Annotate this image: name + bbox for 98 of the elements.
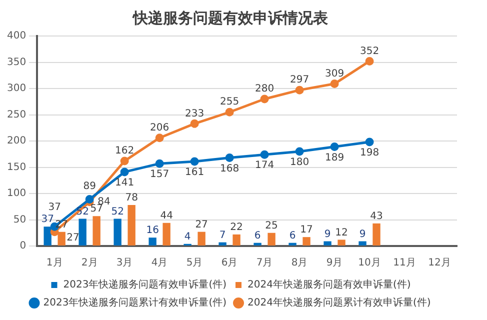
- x-tick-label: 12月: [428, 258, 451, 269]
- data-label: 17: [300, 224, 313, 236]
- bar: [358, 241, 366, 246]
- data-label: 43: [370, 211, 383, 222]
- y-tick-label: 250: [6, 109, 26, 120]
- y-tick-label: 300: [6, 83, 26, 94]
- data-label: 89: [83, 180, 96, 192]
- chart-title: 快递服务问题有效申诉情况表: [132, 8, 329, 27]
- data-label: 6: [254, 230, 261, 242]
- data-label: 37: [41, 214, 54, 226]
- y-tick-label: 100: [6, 188, 26, 200]
- x-tick-label: 10月: [358, 258, 381, 269]
- x-tick-label: 4月: [151, 258, 168, 269]
- bar: [114, 218, 122, 246]
- x-tick-label: 1月: [46, 258, 63, 269]
- point: [330, 142, 339, 152]
- y-tick-label: 350: [6, 56, 26, 68]
- x-tick-label: 7月: [256, 258, 273, 269]
- bar: [78, 218, 86, 246]
- data-label: 174: [254, 160, 274, 172]
- data-label: 141: [115, 178, 134, 189]
- point: [365, 138, 374, 146]
- point: [225, 108, 234, 116]
- point: [120, 168, 129, 176]
- point: [85, 195, 94, 204]
- bar: [268, 232, 276, 246]
- point: [190, 157, 199, 166]
- bar: [324, 241, 332, 246]
- data-label: 352: [360, 46, 380, 57]
- bar: [338, 240, 346, 246]
- data-label: 233: [185, 108, 204, 120]
- y-tick-label: 150: [6, 162, 26, 173]
- bar: [232, 234, 240, 246]
- data-label: 255: [220, 96, 240, 108]
- data-label: 9: [324, 228, 331, 240]
- bar: [372, 223, 380, 246]
- data-label: 25: [265, 220, 278, 232]
- bar: [218, 242, 226, 246]
- x-tick-label: 9月: [326, 258, 343, 269]
- data-label: 168: [220, 163, 240, 174]
- x-tick-label: 11月: [393, 258, 416, 269]
- data-label: 57: [90, 204, 103, 215]
- point: [260, 94, 269, 104]
- data-label: 297: [290, 74, 310, 86]
- y-tick-label: 50: [13, 214, 26, 226]
- data-label: 162: [115, 146, 134, 157]
- data-label: 27: [66, 232, 80, 244]
- data-label: 280: [254, 84, 274, 95]
- bar: [254, 242, 262, 246]
- point: [330, 80, 339, 88]
- data-label: 198: [360, 148, 380, 159]
- data-label: 16: [146, 225, 159, 236]
- x-tick-label: 8月: [291, 258, 308, 269]
- legend-label: 2023年快递服务问题有效申诉量(件): [63, 278, 227, 291]
- legend-label: 2024年快递服务问题累计有效申诉量(件): [248, 296, 431, 309]
- bar: [92, 216, 100, 246]
- x-tick-label: 6月: [221, 258, 238, 269]
- data-label: 9: [359, 228, 366, 240]
- data-label: 52: [111, 206, 124, 218]
- bar: [198, 232, 206, 246]
- x-tick-label: 3月: [116, 258, 133, 269]
- bar: [302, 237, 310, 246]
- data-label: 4: [184, 231, 191, 242]
- bar: [128, 205, 136, 246]
- point: [120, 156, 129, 166]
- point: [260, 150, 269, 159]
- legend-label: 2023年快递服务问题累计有效申诉量(件): [43, 296, 227, 309]
- y-tick-label: 400: [6, 30, 26, 42]
- data-label: 27: [195, 219, 208, 230]
- point: [225, 154, 234, 162]
- data-label: 6: [289, 230, 296, 242]
- data-label: 180: [290, 157, 310, 168]
- point: [190, 119, 199, 128]
- point: [155, 159, 164, 168]
- data-label: 27: [55, 219, 68, 230]
- point: [365, 56, 374, 66]
- data-label: 78: [125, 192, 138, 204]
- data-label: 161: [185, 167, 204, 178]
- data-label: 12: [335, 227, 348, 238]
- y-tick-label: 0: [20, 240, 26, 252]
- bar: [162, 222, 170, 246]
- data-label: 22: [230, 222, 243, 234]
- data-label: 157: [150, 169, 170, 180]
- legend-label: 2024年快递服务问题有效申诉量(件): [248, 278, 411, 291]
- point: [155, 134, 164, 142]
- data-label: 309: [324, 68, 344, 80]
- data-label: 206: [150, 122, 170, 134]
- x-tick-label: 2月: [81, 258, 98, 269]
- y-tick-label: 200: [6, 136, 26, 147]
- bar: [148, 238, 156, 246]
- data-label: 7: [219, 230, 226, 241]
- data-label: 37: [48, 202, 61, 214]
- data-label: 189: [324, 152, 344, 164]
- x-tick-label: 5月: [186, 258, 203, 269]
- point: [295, 147, 304, 156]
- point: [295, 86, 304, 94]
- bar: [288, 242, 296, 246]
- data-label: 44: [160, 210, 173, 222]
